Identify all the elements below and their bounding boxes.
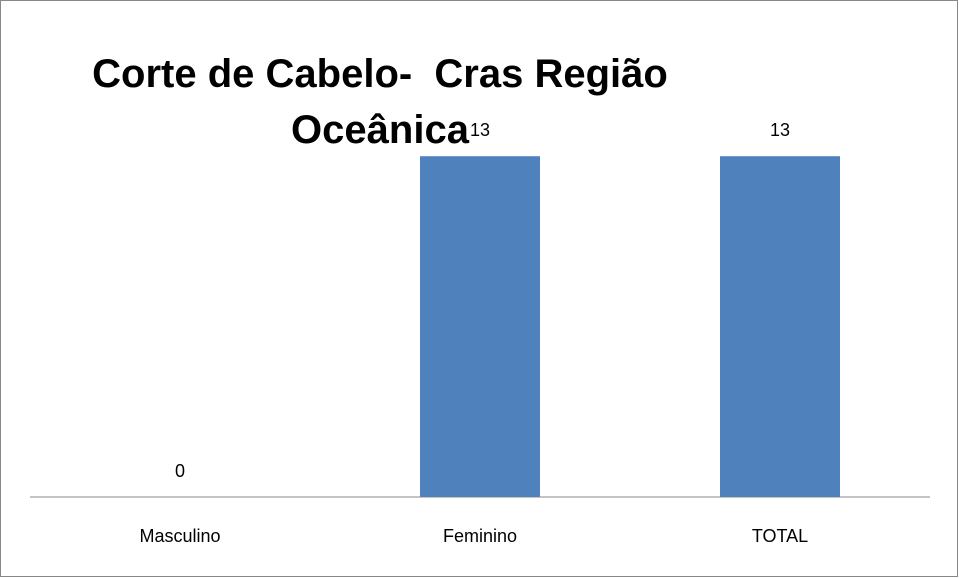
- data-label: 13: [770, 120, 790, 140]
- data-label: 13: [470, 120, 490, 140]
- x-tick-label: Feminino: [443, 526, 517, 546]
- chart-title: Corte de Cabelo- Cras Região Oceânica: [92, 52, 679, 152]
- data-label: 0: [175, 461, 185, 481]
- x-tick-label: TOTAL: [752, 526, 808, 546]
- x-tick-label: Masculino: [139, 526, 220, 546]
- bar: [420, 156, 540, 497]
- bar: [720, 156, 840, 497]
